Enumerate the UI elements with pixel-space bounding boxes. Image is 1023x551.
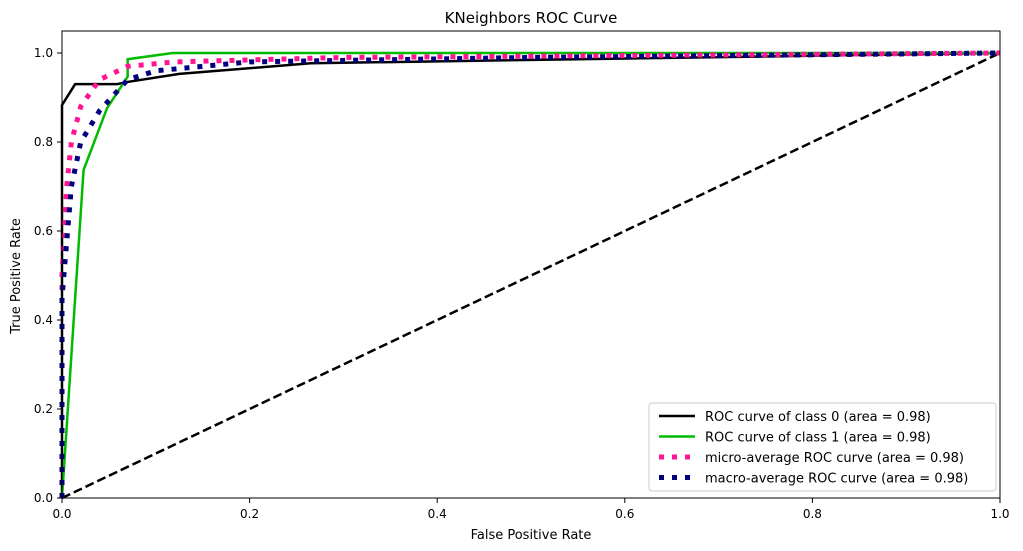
legend-entry: macro-average ROC curve (area = 0.98) <box>705 472 968 487</box>
x-tick-label: 0.8 <box>803 507 822 521</box>
legend-entry: micro-average ROC curve (area = 0.98) <box>705 451 964 466</box>
legend-entry: ROC curve of class 1 (area = 0.98) <box>705 431 931 446</box>
y-tick-label: 0.6 <box>34 224 53 238</box>
x-tick-label: 0.6 <box>615 507 634 521</box>
y-axis-label: True Positive Rate <box>9 218 24 335</box>
chance-diagonal-line <box>61 51 1001 500</box>
legend: ROC curve of class 0 (area = 0.98) ROC cu… <box>648 402 997 492</box>
y-tick-label: 0.2 <box>34 402 53 416</box>
y-tick-label: 0.4 <box>34 313 53 327</box>
series-line-2 <box>59 50 1001 498</box>
x-tick-label: 0.0 <box>52 507 71 521</box>
series-line-1 <box>60 51 1000 499</box>
x-tick-label: 0.2 <box>240 507 259 521</box>
x-tick-label: 1.0 <box>990 507 1009 521</box>
chart-title: KNeighbors ROC Curve <box>445 9 618 27</box>
x-tick-label: 0.4 <box>428 507 447 521</box>
x-axis-label: False Positive Rate <box>471 528 592 543</box>
y-tick-label: 1.0 <box>34 46 53 60</box>
y-tick-label: 0.0 <box>34 491 53 505</box>
axes-frame <box>61 30 1001 499</box>
axis-ticks: 0.0 0.2 0.4 0.6 0.8 1.0 0.0 0.2 0.4 0.6 0.8 1.0 <box>34 46 1010 521</box>
legend-entry: ROC curve of class 0 (area = 0.98) <box>705 410 931 425</box>
plot-area <box>59 50 1001 500</box>
y-tick-label: 0.8 <box>34 135 53 149</box>
legend-box <box>648 402 997 492</box>
